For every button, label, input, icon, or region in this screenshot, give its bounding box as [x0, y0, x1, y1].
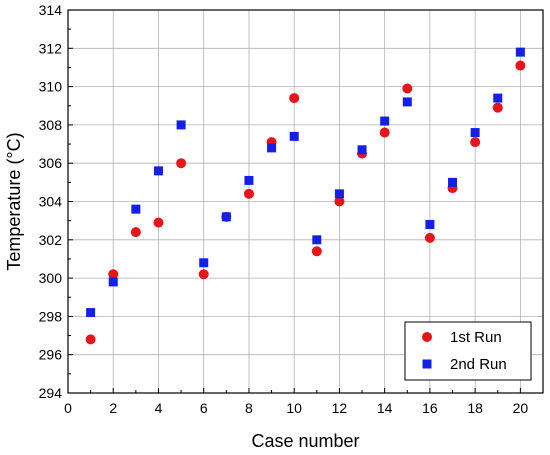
tick-labels: 0 2 4 6 8 10 12 14 16 18 20 294 296 298 300 302 304 306 30…: [39, 2, 529, 416]
data-point-2nd-run: [86, 308, 96, 318]
legend-marker-2nd-run: [422, 359, 432, 369]
axis-ticks: [67, 9, 521, 394]
data-point-2nd-run: [425, 219, 435, 229]
data-point-2nd-run: [176, 120, 186, 130]
data-point-2nd-run: [515, 47, 525, 57]
x-tick-label: 16: [422, 400, 438, 416]
legend-item-1st-run: 1st Run: [422, 329, 502, 346]
y-tick-label: 310: [39, 79, 63, 95]
y-tick-label: 296: [39, 347, 63, 363]
data-point-1st-run: [470, 137, 481, 148]
x-tick-label: 0: [64, 400, 72, 416]
data-point-1st-run: [130, 227, 141, 238]
x-axis-title: Case number: [251, 431, 359, 451]
data-point-1st-run: [176, 158, 187, 169]
data-point-1st-run: [379, 127, 390, 138]
data-point-2nd-run: [108, 277, 118, 287]
legend-label-1st-run: 1st Run: [450, 329, 502, 346]
y-tick-label: 314: [39, 2, 63, 18]
data-point-1st-run: [153, 217, 164, 228]
x-tick-label: 2: [109, 400, 117, 416]
x-tick-label: 18: [467, 400, 483, 416]
data-point-1st-run: [402, 83, 413, 94]
legend: 1st Run 2nd Run: [404, 321, 532, 381]
data-point-2nd-run: [470, 128, 480, 138]
data-point-2nd-run: [448, 177, 458, 187]
x-tick-label: 6: [200, 400, 208, 416]
data-point-1st-run: [334, 196, 345, 207]
x-tick-label: 10: [286, 400, 302, 416]
data-point-2nd-run: [334, 189, 344, 199]
legend-marker-1st-run: [422, 332, 432, 342]
x-tick-label: 12: [332, 400, 348, 416]
x-tick-label: 20: [513, 400, 529, 416]
y-tick-label: 302: [39, 232, 63, 248]
data-point-1st-run: [289, 93, 300, 104]
x-tick-label: 14: [377, 400, 393, 416]
data-point-2nd-run: [199, 258, 209, 268]
y-tick-label: 312: [39, 40, 63, 56]
data-point-2nd-run: [131, 204, 141, 214]
legend-box: [404, 321, 532, 381]
data-point-2nd-run: [312, 235, 322, 245]
data-point-1st-run: [108, 269, 119, 280]
data-point-2nd-run: [267, 143, 277, 153]
y-tick-label: 294: [39, 385, 63, 401]
x-tick-label: 4: [155, 400, 163, 416]
data-point-1st-run: [515, 60, 526, 71]
y-tick-label: 300: [39, 270, 63, 286]
data-point-2nd-run: [493, 93, 503, 103]
data-point-1st-run: [243, 188, 254, 199]
x-tick-label: 8: [245, 400, 253, 416]
y-tick-label: 308: [39, 117, 63, 133]
data-point-2nd-run: [244, 175, 254, 185]
data-point-1st-run: [492, 102, 503, 113]
y-tick-label: 306: [39, 155, 63, 171]
data-point-2nd-run: [221, 212, 231, 222]
y-tick-label: 304: [39, 194, 63, 210]
y-tick-label: 298: [39, 308, 63, 324]
legend-item-2nd-run: 2nd Run: [422, 356, 507, 373]
grid-lines: [68, 10, 543, 393]
data-point-2nd-run: [289, 131, 299, 141]
data-point-2nd-run: [357, 145, 367, 155]
data-point-2nd-run: [402, 97, 412, 107]
data-point-1st-run: [424, 232, 435, 243]
data-point-2nd-run: [153, 166, 163, 176]
data-point-2nd-run: [380, 116, 390, 126]
data-point-1st-run: [198, 269, 209, 280]
data-point-1st-run: [85, 334, 96, 345]
data-points: [85, 47, 526, 345]
legend-label-2nd-run: 2nd Run: [450, 356, 507, 373]
data-point-1st-run: [311, 246, 322, 257]
y-axis-title: Temperature (°C): [4, 132, 24, 270]
